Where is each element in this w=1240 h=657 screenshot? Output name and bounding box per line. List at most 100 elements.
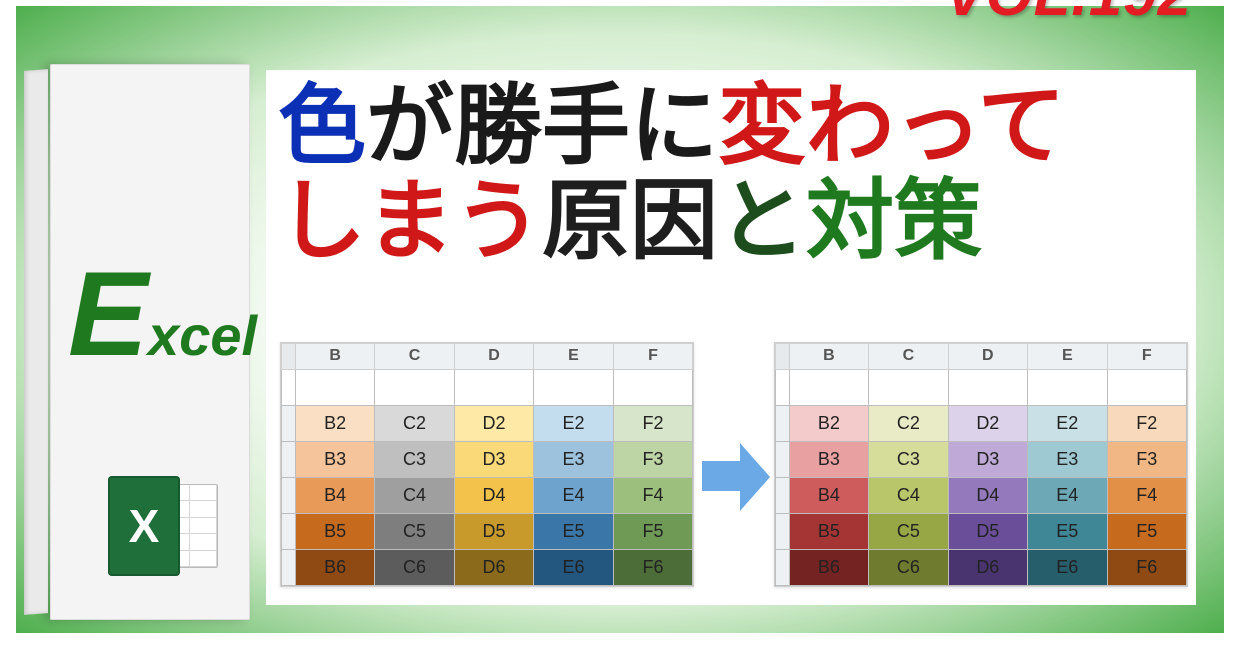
data-cell: C5: [375, 513, 454, 549]
blank-cell: [613, 369, 693, 405]
blank-cell: [534, 369, 613, 405]
blank-cell: [789, 369, 868, 405]
data-cell: B6: [789, 549, 868, 585]
content-panel: 色が勝手に変わって しまう原因と対策 BCDEFB2C2D2E2F2B3C3D3…: [266, 70, 1196, 605]
data-cell: F6: [1107, 549, 1187, 585]
row-stub: [775, 549, 789, 585]
title-fragment: 原因: [542, 171, 718, 270]
header-corner: [282, 343, 296, 369]
data-cell: C4: [375, 477, 454, 513]
data-cell: E6: [1028, 549, 1107, 585]
thumbnail-stage: Excel X VOL.192 色が勝手に変わって しまう原因と対策: [0, 0, 1240, 657]
data-cell: C6: [869, 549, 948, 585]
row-stub: [282, 441, 296, 477]
blank-cell: [1107, 369, 1187, 405]
data-cell: C5: [869, 513, 948, 549]
row-stub: [775, 369, 789, 405]
data-cell: E5: [1028, 513, 1107, 549]
blank-cell: [869, 369, 948, 405]
column-header: C: [375, 343, 454, 369]
data-cell: F4: [613, 477, 693, 513]
data-cell: E6: [534, 549, 613, 585]
title-line-2: しまう原因と対策: [278, 173, 1188, 268]
data-cell: E3: [534, 441, 613, 477]
data-cell: D2: [454, 405, 533, 441]
data-cell: F5: [613, 513, 693, 549]
data-cell: B5: [295, 513, 374, 549]
data-cell: B4: [789, 477, 868, 513]
data-cell: F3: [1107, 441, 1187, 477]
data-cell: B5: [789, 513, 868, 549]
title-fragment: しまう: [278, 171, 542, 270]
arrow-icon: [702, 437, 766, 515]
blank-cell: [454, 369, 533, 405]
data-cell: E2: [534, 405, 613, 441]
data-cell: F5: [1107, 513, 1187, 549]
excel-wordmark-e: E: [68, 266, 148, 362]
blank-cell: [948, 369, 1027, 405]
row-stub: [282, 549, 296, 585]
column-header: C: [869, 343, 948, 369]
data-cell: B3: [295, 441, 374, 477]
title-fragment: 変わって: [718, 76, 1066, 175]
row-stub: [282, 477, 296, 513]
column-header: F: [1107, 343, 1187, 369]
data-cell: D4: [948, 477, 1027, 513]
data-cell: B2: [295, 405, 374, 441]
column-header: B: [295, 343, 374, 369]
data-cell: D3: [454, 441, 533, 477]
row-stub: [775, 441, 789, 477]
tables-row: BCDEFB2C2D2E2F2B3C3D3E3F3B4C4D4E4F4B5C5D…: [280, 333, 1188, 595]
excel-wordmark-rest: xcel: [148, 304, 257, 367]
data-cell: F4: [1107, 477, 1187, 513]
title-fragment: 色: [278, 76, 366, 175]
data-cell: F3: [613, 441, 693, 477]
left-sheet: BCDEF B2C2D2E2F2 B3C3D3E3F3 B4C4D4E4F4 B5C5D…: [280, 342, 694, 587]
data-cell: F2: [1107, 405, 1187, 441]
title-fragment: と: [718, 171, 806, 270]
green-gradient-frame: Excel X VOL.192 色が勝手に変わって しまう原因と対策: [16, 6, 1224, 633]
data-cell: D6: [948, 549, 1027, 585]
data-cell: C4: [869, 477, 948, 513]
data-cell: D2: [948, 405, 1027, 441]
row-stub: [282, 513, 296, 549]
data-cell: D6: [454, 549, 533, 585]
data-cell: E2: [1028, 405, 1107, 441]
data-cell: C2: [375, 405, 454, 441]
data-cell: E4: [534, 477, 613, 513]
row-stub: [775, 513, 789, 549]
row-stub: [282, 405, 296, 441]
right-sheet: BCDEFB2C2D2E2F2B3C3D3E3F3B4C4D4E4F4B5C5D…: [774, 342, 1188, 587]
data-cell: D4: [454, 477, 533, 513]
data-cell: D5: [948, 513, 1027, 549]
column-header: F: [613, 343, 693, 369]
title-line-1: 色が勝手に変わって: [278, 78, 1188, 173]
right-table: BCDEFB2C2D2E2F2B3C3D3E3F3B4C4D4E4F4B5C5D…: [775, 343, 1187, 586]
blank-cell: [375, 369, 454, 405]
volume-label: VOL.192: [945, 0, 1192, 29]
title-fragment: が勝手に: [366, 76, 718, 175]
header-corner: [775, 343, 789, 369]
blank-cell: [1028, 369, 1107, 405]
row-stub: [775, 477, 789, 513]
data-cell: B2: [789, 405, 868, 441]
excel-x-glyph: X: [129, 499, 160, 553]
excel-binder-icon: X: [108, 476, 180, 576]
data-cell: F2: [613, 405, 693, 441]
column-header: B: [789, 343, 868, 369]
column-header: E: [1028, 343, 1107, 369]
title-block: 色が勝手に変わって しまう原因と対策: [278, 78, 1188, 268]
blank-cell: [295, 369, 374, 405]
left-table: BCDEF B2C2D2E2F2 B3C3D3E3F3 B4C4D4E4F4 B5C5D…: [281, 343, 693, 586]
column-header: E: [534, 343, 613, 369]
column-header: D: [948, 343, 1027, 369]
data-cell: E4: [1028, 477, 1107, 513]
data-cell: C6: [375, 549, 454, 585]
data-cell: D3: [948, 441, 1027, 477]
data-cell: F6: [613, 549, 693, 585]
data-cell: B4: [295, 477, 374, 513]
data-cell: C2: [869, 405, 948, 441]
column-header: D: [454, 343, 533, 369]
data-cell: C3: [375, 441, 454, 477]
data-cell: D5: [454, 513, 533, 549]
